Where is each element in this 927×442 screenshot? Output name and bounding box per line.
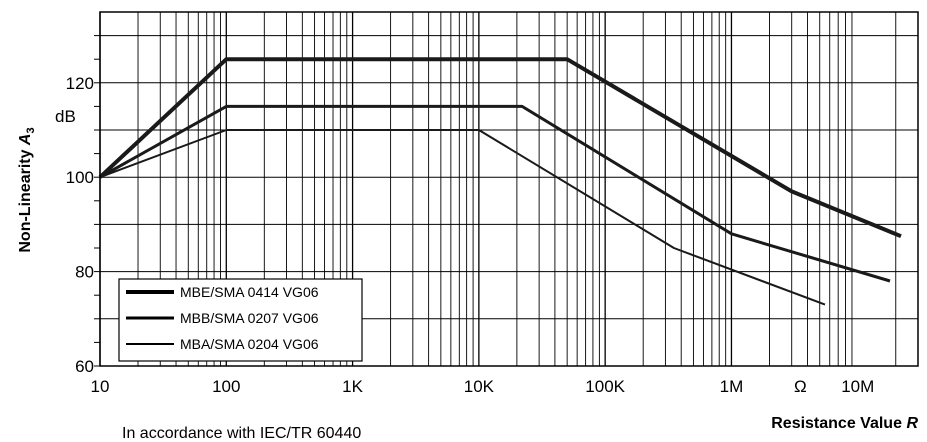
plot-frame [99,11,919,367]
tick-labels: 10 100 1K 10K 100K 1M 10M 60 80 100 120 [66,74,875,396]
x-tick-label: 100 [212,377,240,396]
legend: MBE/SMA 0414 VG06 MBB/SMA 0207 VG06 MBA/… [118,278,363,362]
y-tick-label: 120 [66,74,94,93]
standard-note: In accordance with IEC/TR 60440 [122,425,361,442]
x-tick-label: 10M [841,377,874,396]
legend-label-mbe: MBE/SMA 0414 VG06 [180,284,319,300]
y-axis-label: Non-Linearity A3 [17,127,37,252]
y-axis-label-text: Non-Linearity [17,149,34,252]
x-tick-label: 10 [91,377,110,396]
x-axis-label-text: Resistance Value [771,415,902,432]
y-axis-label-subscript: 3 [25,127,37,133]
legend-label-mbb: MBB/SMA 0207 VG06 [180,310,319,326]
series-layer [98,57,902,306]
x-unit: Ω [794,377,807,396]
x-axis-label-symbol: R [906,415,918,432]
series-line-2 [99,129,826,306]
y-axis-label-symbol: A [17,133,34,146]
y-tick-label: 60 [75,357,94,376]
x-tick-label: 1K [342,377,363,396]
series-line-0 [98,57,902,239]
x-tick-label: 100K [585,377,625,396]
y-tick-label: 100 [66,168,94,187]
series-line-1 [99,104,891,283]
y-unit: dB [55,107,76,126]
x-tick-label: 10K [464,377,495,396]
x-axis-label: Resistance Value R [771,415,918,432]
x-tick-label: 1M [720,377,744,396]
legend-label-mba: MBA/SMA 0204 VG06 [180,336,319,352]
y-tick-label: 80 [75,263,94,282]
